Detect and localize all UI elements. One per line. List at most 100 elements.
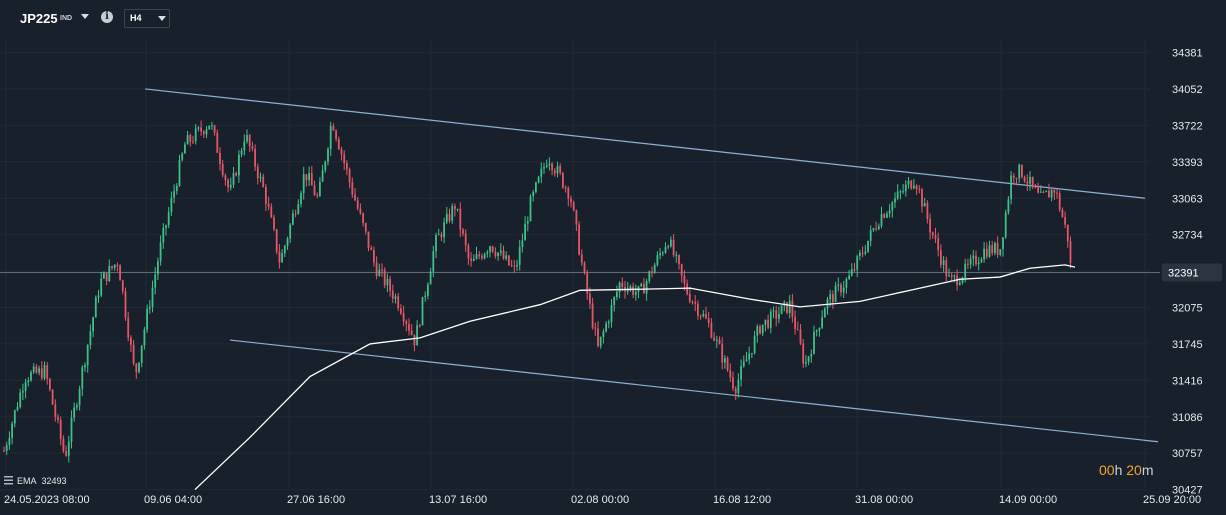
timeframe-chevron-icon[interactable] bbox=[158, 16, 166, 21]
candle-body bbox=[1034, 185, 1037, 188]
candle-body bbox=[497, 252, 499, 257]
candle-body bbox=[691, 301, 694, 303]
candle-body bbox=[367, 231, 370, 248]
candle-body bbox=[621, 282, 624, 288]
candle-body bbox=[256, 166, 259, 179]
candle-body bbox=[907, 180, 910, 185]
candle-body bbox=[443, 222, 445, 238]
candle-body bbox=[1056, 192, 1058, 194]
candle-body bbox=[362, 213, 364, 224]
candle-body bbox=[931, 232, 934, 236]
candle-body bbox=[46, 365, 49, 379]
candle-body bbox=[751, 353, 753, 355]
timeframe-select[interactable]: H4 bbox=[124, 9, 170, 28]
candle-body bbox=[715, 339, 718, 341]
candle-body bbox=[829, 294, 832, 300]
candle-body bbox=[1058, 193, 1061, 210]
x-tick-label: 25.09 20:00 bbox=[1143, 494, 1201, 506]
candle-body bbox=[888, 210, 891, 214]
candle-body bbox=[972, 255, 975, 259]
x-tick-label: 31.08 00:00 bbox=[855, 494, 913, 506]
candle-body bbox=[977, 262, 980, 265]
candle-body bbox=[896, 191, 899, 199]
candle-body bbox=[170, 197, 173, 213]
candle-body bbox=[321, 170, 324, 182]
candle-body bbox=[394, 296, 397, 299]
info-icon[interactable]: i bbox=[101, 11, 113, 23]
candle-body bbox=[837, 284, 840, 286]
candle-body bbox=[545, 165, 548, 167]
candle-body bbox=[810, 353, 813, 357]
candle-body bbox=[991, 245, 994, 254]
candle-body bbox=[113, 264, 116, 268]
timeframe-label: H4 bbox=[130, 13, 142, 23]
candle-body bbox=[440, 234, 443, 238]
candle-body bbox=[184, 144, 186, 154]
candle-body bbox=[532, 191, 535, 197]
candle-body bbox=[294, 213, 297, 215]
candle-body bbox=[818, 327, 821, 331]
candle-body bbox=[267, 203, 270, 207]
candle-body bbox=[3, 450, 5, 452]
candle-body bbox=[680, 264, 683, 276]
candle-body bbox=[148, 307, 151, 309]
candle-body bbox=[940, 250, 942, 265]
candle-body bbox=[364, 223, 367, 232]
y-tick-label: 32734 bbox=[1172, 230, 1203, 242]
candle-body bbox=[570, 198, 572, 203]
candle-body bbox=[683, 275, 686, 284]
candle-body bbox=[1004, 212, 1007, 238]
candle-body bbox=[1066, 224, 1069, 242]
candle-body bbox=[346, 163, 348, 170]
candle-body bbox=[1061, 209, 1064, 218]
candle-body bbox=[613, 297, 616, 305]
candle-body bbox=[316, 195, 319, 197]
indicator-legend[interactable]: EMA 32493 bbox=[2, 474, 122, 488]
candle-body bbox=[983, 248, 985, 260]
indicator-value: 32493 bbox=[41, 476, 67, 486]
candle-body bbox=[84, 365, 86, 368]
candle-body bbox=[375, 262, 378, 276]
candle-body bbox=[756, 326, 759, 336]
candle-body bbox=[116, 264, 119, 266]
candle-body bbox=[815, 330, 818, 332]
candle-body bbox=[54, 404, 57, 417]
candle-body bbox=[1002, 237, 1004, 250]
current-price-label-box bbox=[1162, 263, 1222, 282]
candle-body bbox=[486, 252, 489, 254]
candle-body bbox=[521, 240, 524, 247]
candle-body bbox=[894, 198, 896, 203]
candle-body bbox=[70, 417, 73, 442]
candle-body bbox=[1015, 178, 1018, 180]
candle-body bbox=[35, 366, 38, 373]
candle-body bbox=[1053, 189, 1056, 193]
candle-body bbox=[103, 272, 105, 279]
candle-body bbox=[464, 233, 467, 246]
candle-body bbox=[535, 182, 537, 192]
candle-body bbox=[499, 250, 502, 253]
candle-body bbox=[300, 192, 302, 205]
candle-body bbox=[942, 260, 945, 265]
candle-body bbox=[921, 189, 923, 207]
indicator-text: EMA 32493 bbox=[17, 476, 67, 486]
candle-body bbox=[537, 176, 540, 183]
candle-body bbox=[869, 230, 872, 241]
candle-body bbox=[564, 187, 567, 189]
candle-body bbox=[454, 206, 456, 210]
candle-body bbox=[138, 362, 140, 373]
candle-body bbox=[62, 438, 65, 452]
candle-body bbox=[840, 284, 842, 293]
candle-body bbox=[418, 325, 421, 327]
candle-body bbox=[877, 226, 880, 230]
candle-body bbox=[173, 191, 175, 198]
candle-body bbox=[1048, 190, 1050, 198]
candle-body bbox=[1031, 176, 1034, 186]
candle-body bbox=[67, 441, 70, 456]
symbol-name[interactable]: JP225 bbox=[20, 11, 58, 26]
candle-body bbox=[1045, 190, 1048, 192]
candle-body bbox=[494, 251, 497, 257]
symbol-dropdown-chevron-icon[interactable] bbox=[81, 14, 89, 19]
candle-body bbox=[38, 368, 40, 373]
